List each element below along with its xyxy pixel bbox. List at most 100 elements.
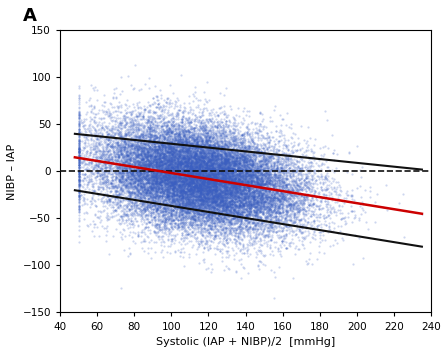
Point: [222, 184, 229, 190]
Point: [219, 184, 226, 190]
Point: [131, 163, 138, 169]
Point: [246, 191, 253, 196]
Point: [148, 185, 155, 191]
Point: [236, 203, 243, 209]
Point: [249, 176, 256, 182]
Point: [187, 215, 194, 221]
Point: [187, 178, 194, 184]
Point: [180, 186, 187, 192]
Point: [215, 143, 222, 148]
Point: [223, 199, 230, 205]
Point: [207, 177, 214, 182]
Point: [196, 182, 203, 187]
Point: [260, 194, 267, 200]
Point: [264, 190, 271, 196]
Point: [103, 184, 110, 189]
Point: [105, 216, 112, 222]
Point: [153, 148, 160, 154]
Point: [177, 148, 185, 154]
Point: [199, 170, 207, 176]
Point: [236, 201, 243, 207]
Point: [207, 210, 214, 215]
Point: [213, 193, 220, 199]
Point: [215, 147, 222, 153]
Point: [306, 182, 314, 188]
Point: [110, 195, 117, 200]
Point: [250, 225, 257, 231]
Point: [122, 211, 129, 217]
Point: [189, 160, 196, 166]
Point: [307, 155, 314, 161]
Point: [128, 147, 135, 152]
Point: [75, 114, 82, 120]
Point: [103, 132, 110, 138]
Point: [283, 221, 290, 226]
Point: [263, 157, 270, 163]
Point: [331, 237, 338, 243]
Point: [140, 172, 147, 177]
Point: [160, 153, 168, 159]
Point: [212, 147, 219, 153]
Point: [231, 175, 238, 181]
Point: [273, 167, 280, 173]
Point: [75, 165, 82, 171]
Point: [250, 184, 258, 190]
Point: [75, 139, 82, 144]
Point: [254, 194, 261, 199]
Point: [218, 169, 225, 175]
Point: [128, 171, 135, 177]
Point: [177, 161, 184, 167]
Point: [246, 193, 253, 199]
Point: [104, 113, 112, 119]
Point: [233, 181, 241, 187]
Point: [263, 175, 271, 181]
Point: [227, 161, 234, 167]
Point: [178, 161, 185, 167]
Point: [192, 166, 199, 171]
Point: [170, 203, 177, 209]
Point: [323, 204, 331, 210]
Point: [182, 174, 190, 179]
Point: [198, 184, 205, 190]
Point: [134, 171, 142, 177]
Point: [198, 147, 205, 153]
Point: [228, 196, 235, 202]
Point: [207, 178, 214, 183]
Point: [185, 200, 192, 205]
Point: [177, 165, 184, 171]
Point: [153, 175, 160, 180]
Point: [270, 196, 277, 201]
Point: [137, 162, 144, 168]
Point: [207, 151, 215, 156]
Point: [156, 158, 164, 163]
Point: [313, 178, 320, 183]
Point: [75, 148, 82, 154]
Point: [209, 124, 216, 130]
Point: [151, 224, 159, 230]
Point: [202, 185, 209, 191]
Point: [148, 151, 155, 157]
Point: [156, 180, 164, 186]
Point: [197, 174, 204, 180]
Point: [175, 154, 182, 160]
Point: [232, 187, 239, 192]
Point: [230, 215, 237, 221]
Point: [129, 143, 136, 149]
Point: [134, 179, 142, 185]
Point: [176, 149, 183, 155]
Point: [229, 163, 236, 169]
Point: [220, 126, 228, 132]
Point: [151, 161, 159, 167]
Point: [126, 129, 133, 134]
Point: [294, 188, 302, 193]
Point: [255, 168, 263, 174]
Point: [265, 224, 272, 230]
Point: [161, 172, 168, 178]
Point: [147, 210, 154, 216]
Point: [254, 180, 262, 186]
Point: [235, 154, 242, 159]
Point: [239, 165, 246, 171]
Point: [309, 202, 316, 208]
Point: [250, 199, 258, 204]
Point: [277, 210, 284, 216]
